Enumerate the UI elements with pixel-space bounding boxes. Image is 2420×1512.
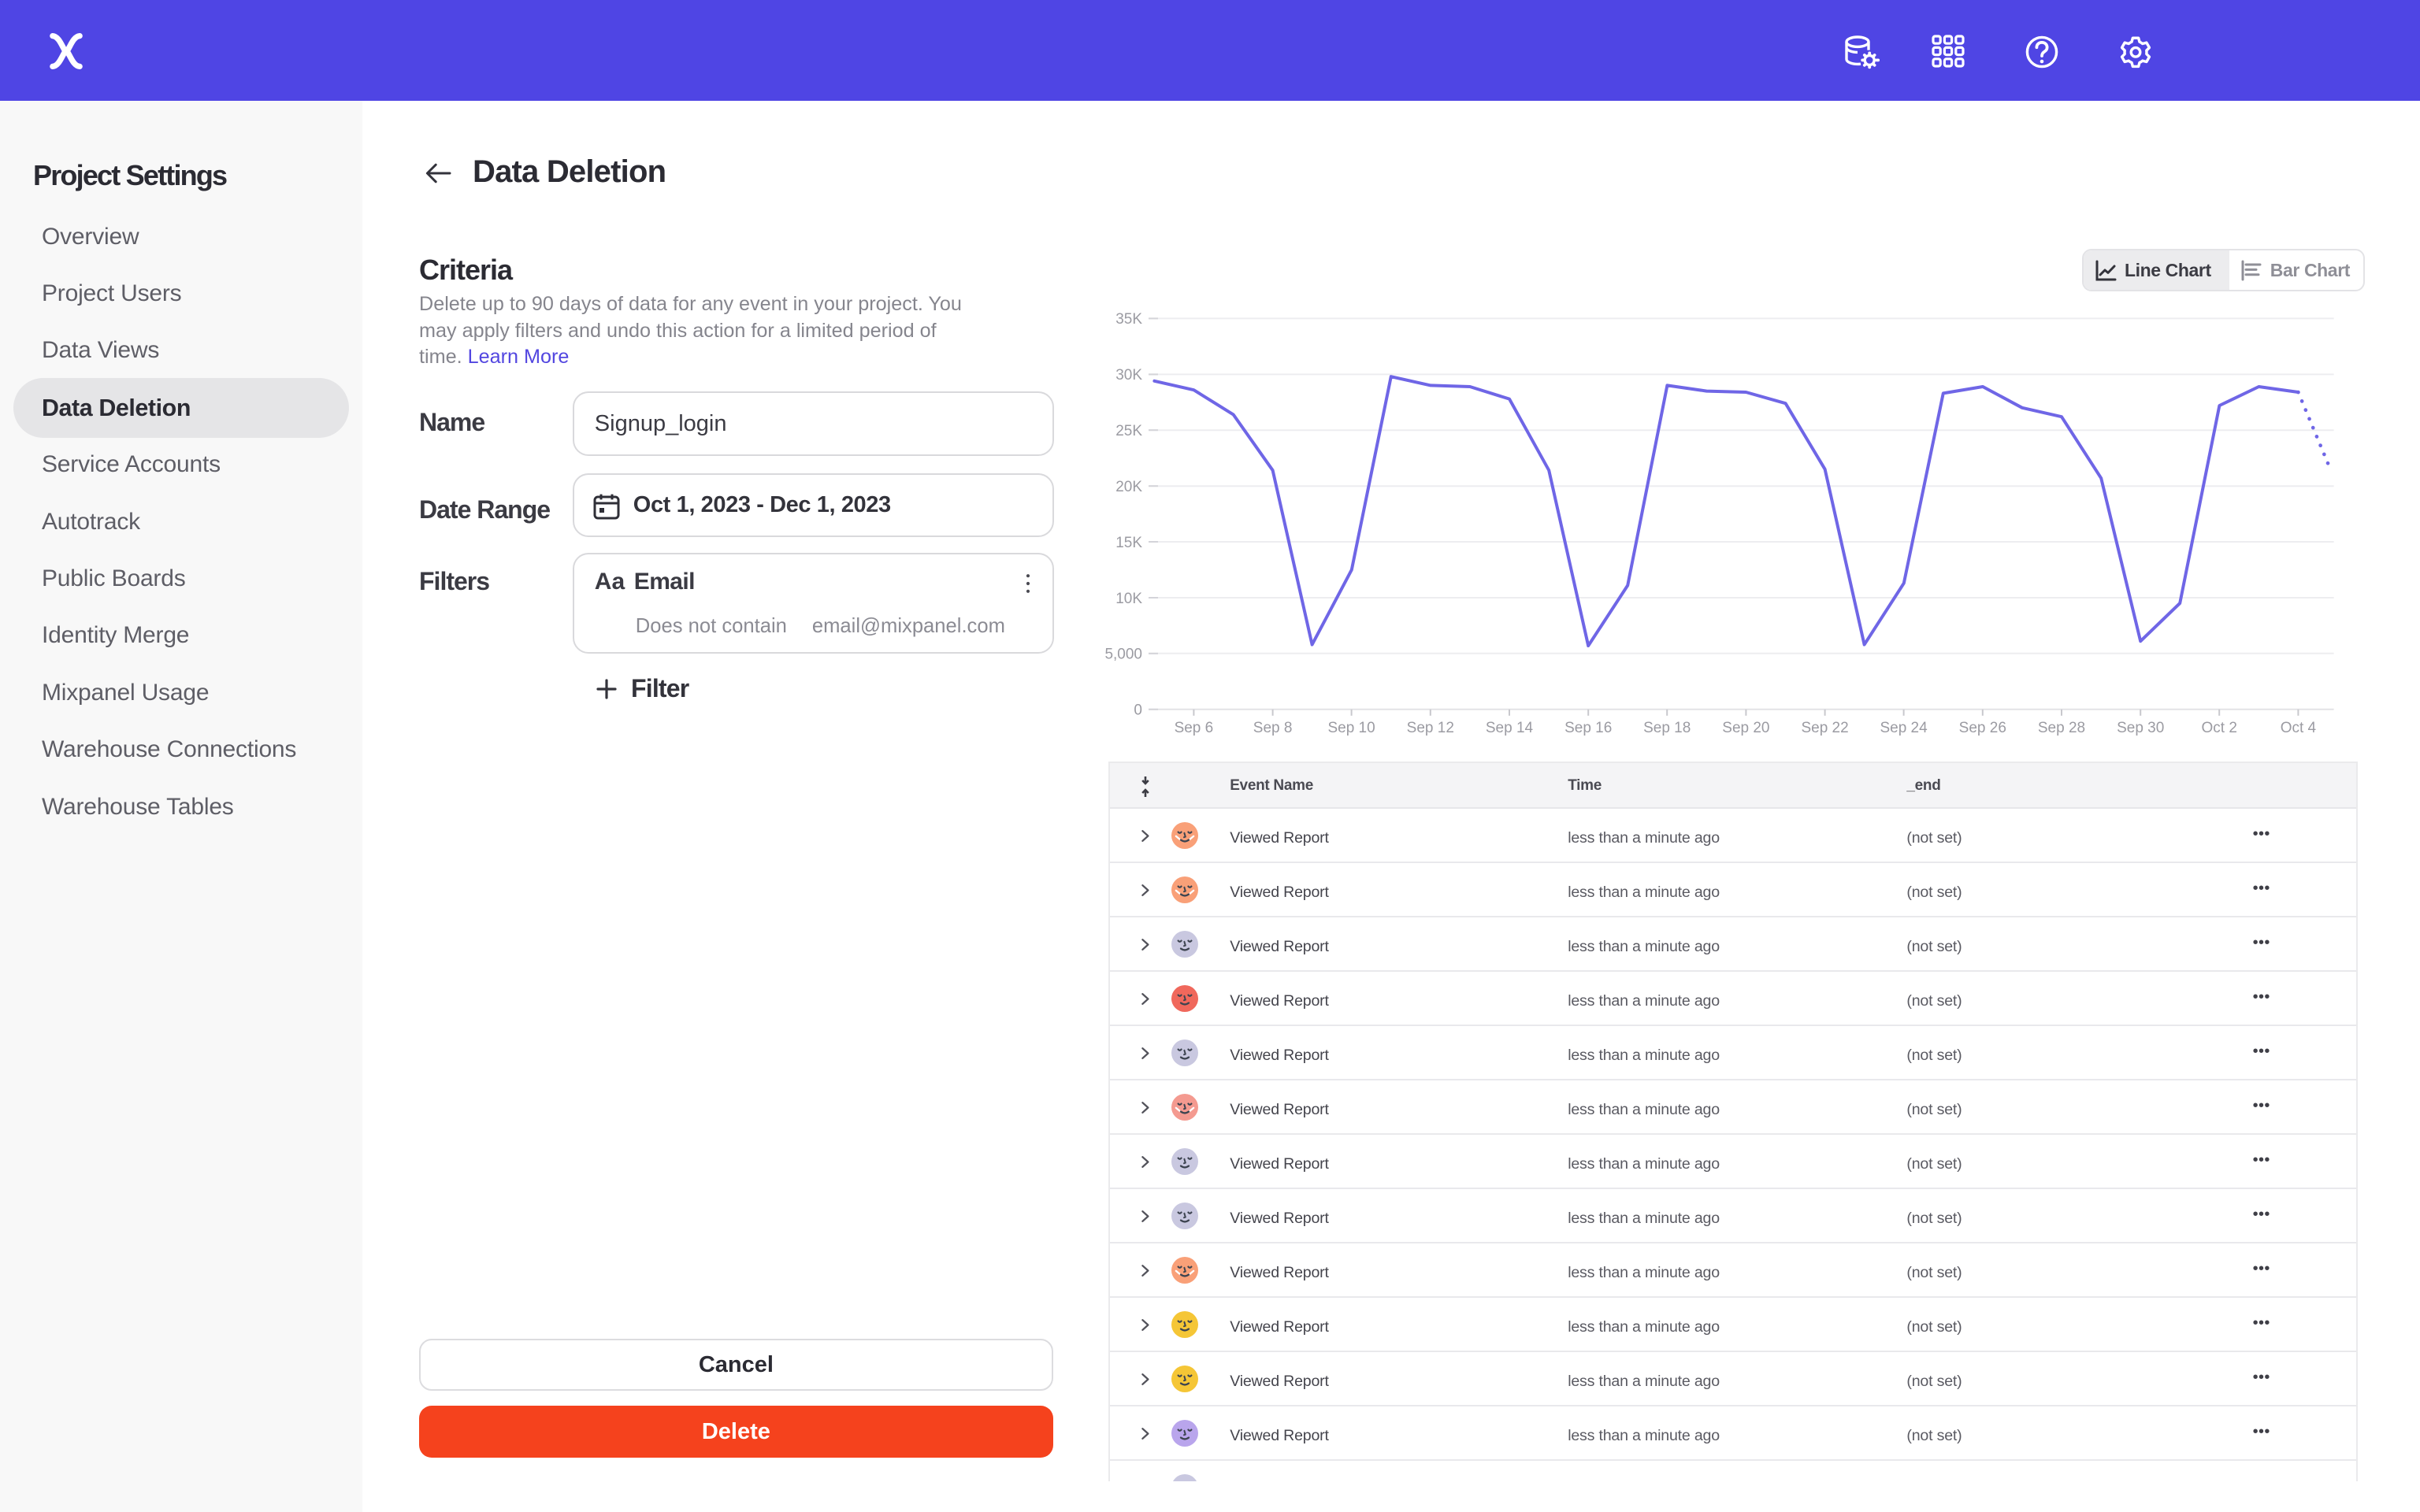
svg-text:15K: 15K [1115, 535, 1142, 551]
svg-text:Sep 28: Sep 28 [2038, 720, 2085, 736]
svg-text:30K: 30K [1115, 367, 1142, 384]
svg-text:Sep 8: Sep 8 [1253, 720, 1293, 736]
svg-text:Sep 22: Sep 22 [1801, 720, 1848, 736]
svg-text:Sep 10: Sep 10 [1327, 720, 1375, 736]
svg-text:20K: 20K [1115, 479, 1142, 495]
svg-text:Sep 20: Sep 20 [1722, 720, 1769, 736]
svg-text:Sep 26: Sep 26 [1959, 720, 2006, 736]
svg-text:Sep 16: Sep 16 [1564, 720, 1612, 736]
svg-text:Oct 4: Oct 4 [2281, 720, 2317, 736]
svg-text:Sep 18: Sep 18 [1643, 720, 1691, 736]
svg-text:Sep 6: Sep 6 [1175, 720, 1214, 736]
svg-text:10K: 10K [1115, 591, 1142, 607]
svg-text:Sep 30: Sep 30 [2117, 720, 2164, 736]
svg-text:25K: 25K [1115, 423, 1142, 439]
svg-text:35K: 35K [1115, 311, 1142, 328]
svg-text:Sep 24: Sep 24 [1880, 720, 1928, 736]
svg-text:5,000: 5,000 [1104, 647, 1142, 663]
svg-text:Sep 12: Sep 12 [1407, 720, 1454, 736]
svg-text:0: 0 [1134, 702, 1142, 719]
svg-text:Sep 14: Sep 14 [1486, 720, 1534, 736]
svg-text:Oct 2: Oct 2 [2201, 720, 2236, 736]
